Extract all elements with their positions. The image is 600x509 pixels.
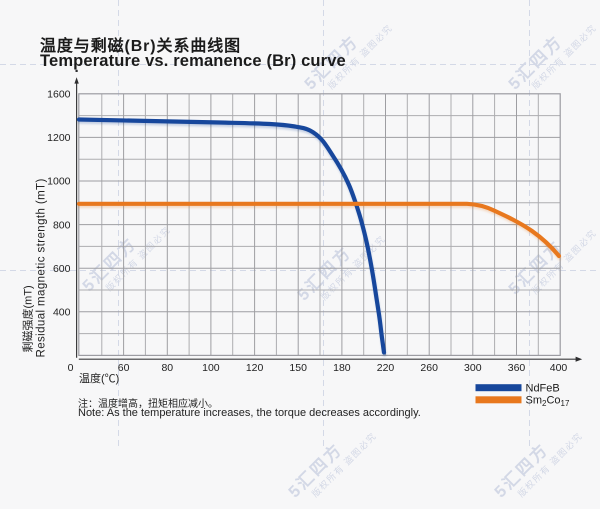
svg-text:0: 0 bbox=[68, 362, 74, 374]
svg-text:1000: 1000 bbox=[47, 176, 71, 188]
svg-text:Sm2Co17: Sm2Co17 bbox=[526, 395, 570, 409]
svg-text:150: 150 bbox=[289, 362, 307, 374]
svg-text:80: 80 bbox=[161, 362, 173, 374]
svg-text:100: 100 bbox=[202, 362, 220, 374]
svg-text:300: 300 bbox=[464, 362, 482, 374]
svg-text:260: 260 bbox=[420, 362, 438, 374]
svg-text:60: 60 bbox=[118, 362, 130, 374]
svg-text:1200: 1200 bbox=[47, 132, 71, 144]
svg-text:剩磁强度(mT): 剩磁强度(mT) bbox=[21, 285, 35, 352]
svg-text:1600: 1600 bbox=[47, 89, 71, 101]
svg-text:600: 600 bbox=[53, 263, 71, 275]
svg-text:400: 400 bbox=[550, 362, 568, 374]
svg-text:800: 800 bbox=[53, 219, 71, 231]
svg-text:120: 120 bbox=[246, 362, 264, 374]
svg-text:220: 220 bbox=[377, 362, 395, 374]
svg-text:NdFeB: NdFeB bbox=[526, 383, 560, 395]
svg-text:180: 180 bbox=[333, 362, 351, 374]
svg-text:温度(℃): 温度(℃) bbox=[79, 371, 119, 385]
svg-text:400: 400 bbox=[53, 307, 71, 319]
svg-text:360: 360 bbox=[508, 362, 526, 374]
svg-text:Residual magnetic strength (mT: Residual magnetic strength (mT) bbox=[36, 178, 48, 357]
